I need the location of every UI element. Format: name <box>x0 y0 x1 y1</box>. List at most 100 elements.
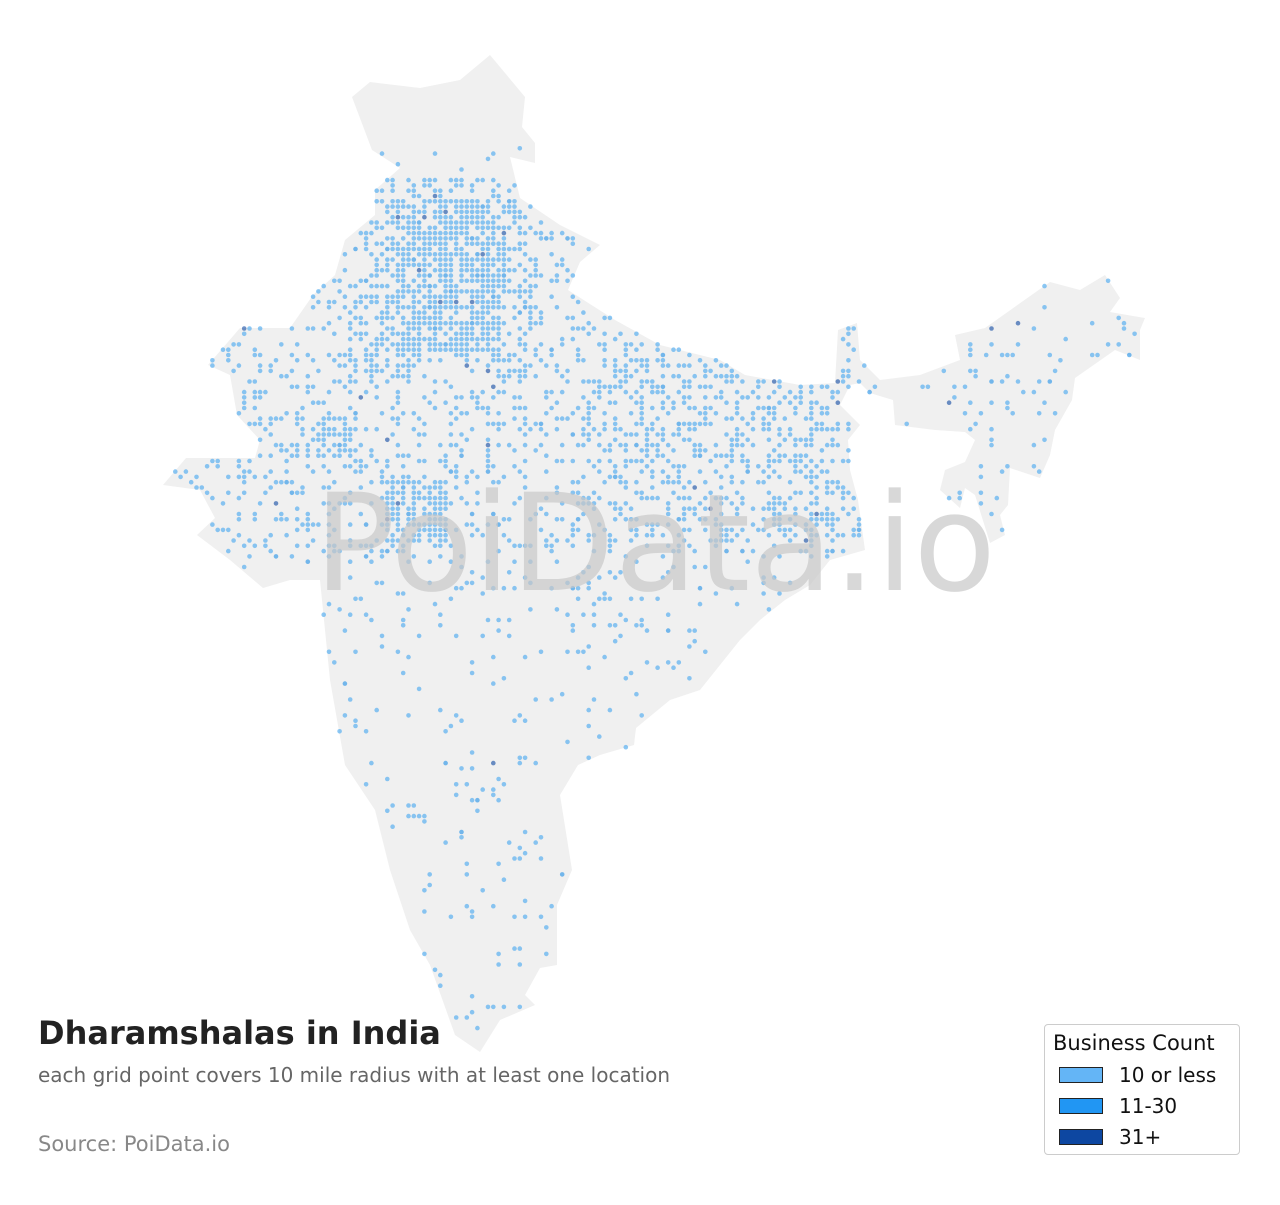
grid-point <box>247 554 252 559</box>
grid-point <box>411 320 417 326</box>
grid-point <box>432 257 438 262</box>
grid-point <box>496 358 501 363</box>
grid-point <box>464 437 470 443</box>
grid-point <box>634 400 639 406</box>
grid-point <box>533 305 538 310</box>
grid-point <box>400 623 406 628</box>
grid-point <box>835 400 841 406</box>
grid-point <box>644 543 650 549</box>
grid-point <box>840 336 846 342</box>
grid-point <box>464 580 470 586</box>
grid-point <box>411 511 417 517</box>
grid-point <box>528 426 533 432</box>
grid-point <box>342 681 348 686</box>
grid-point <box>220 501 226 506</box>
grid-point <box>236 458 242 464</box>
grid-point <box>512 305 517 310</box>
grid-point <box>395 225 401 231</box>
grid-point <box>846 331 851 337</box>
grid-point <box>358 395 364 400</box>
grid-point <box>612 623 618 628</box>
grid-point <box>809 490 814 496</box>
grid-point <box>496 199 501 204</box>
grid-point <box>803 522 809 527</box>
grid-point <box>305 373 311 379</box>
grid-point <box>475 527 480 533</box>
grid-point <box>480 209 486 215</box>
grid-point <box>294 527 300 533</box>
grid-point <box>787 400 793 406</box>
grid-point <box>872 384 878 390</box>
grid-point <box>247 469 252 474</box>
grid-point <box>358 543 364 549</box>
grid-point <box>793 442 798 448</box>
map-subtitle: each grid point covers 10 mile radius wi… <box>38 1063 671 1087</box>
grid-point <box>475 225 480 231</box>
legend-item-mid: 11-30 <box>1059 1094 1177 1118</box>
grid-point <box>411 485 417 490</box>
grid-point <box>475 220 480 225</box>
grid-point <box>544 511 549 517</box>
grid-point <box>533 257 538 262</box>
grid-point <box>639 469 644 474</box>
grid-point <box>660 453 666 459</box>
grid-point <box>438 310 443 315</box>
grid-point <box>777 554 782 559</box>
grid-point <box>453 633 459 639</box>
grid-point <box>602 331 607 337</box>
grid-point <box>443 204 448 209</box>
grid-point <box>438 358 443 363</box>
grid-point <box>634 490 639 496</box>
grid-point <box>422 395 427 400</box>
grid-point <box>459 225 464 231</box>
grid-point <box>416 283 422 289</box>
grid-point <box>385 177 390 183</box>
grid-point <box>241 490 247 496</box>
grid-point <box>533 267 538 273</box>
grid-point <box>347 426 353 432</box>
grid-point <box>443 495 448 501</box>
grid-point <box>771 405 777 411</box>
grid-point <box>607 570 613 575</box>
grid-point <box>400 246 406 252</box>
grid-point <box>353 411 358 416</box>
grid-point <box>814 532 819 538</box>
grid-point <box>718 501 724 506</box>
grid-point <box>316 522 321 527</box>
grid-point <box>491 278 496 284</box>
grid-point <box>766 501 772 506</box>
grid-point <box>724 464 729 469</box>
grid-point <box>257 389 263 395</box>
grid-point <box>559 257 565 262</box>
grid-point <box>427 517 433 522</box>
grid-point <box>639 713 644 718</box>
grid-point <box>623 389 629 395</box>
grid-point <box>395 368 401 374</box>
grid-point <box>528 225 533 231</box>
grid-point <box>671 490 676 496</box>
grid-point <box>422 813 427 819</box>
grid-point <box>517 543 523 549</box>
grid-point <box>777 400 782 406</box>
grid-point <box>310 437 316 443</box>
grid-point <box>374 294 380 300</box>
grid-point <box>379 479 385 485</box>
grid-point <box>819 448 825 453</box>
grid-point <box>554 262 560 268</box>
grid-point <box>512 183 517 188</box>
grid-point <box>1031 442 1037 448</box>
grid-point <box>416 352 422 358</box>
grid-point <box>453 342 459 347</box>
grid-point <box>501 278 507 284</box>
grid-point <box>814 400 819 406</box>
grid-point <box>533 347 538 353</box>
grid-point <box>867 389 872 395</box>
grid-point <box>819 458 825 464</box>
grid-point <box>575 358 581 363</box>
grid-point <box>226 347 231 353</box>
grid-point <box>268 453 274 459</box>
grid-point <box>851 506 856 512</box>
grid-point <box>814 522 819 527</box>
grid-point <box>422 527 427 533</box>
grid-point <box>422 495 427 501</box>
